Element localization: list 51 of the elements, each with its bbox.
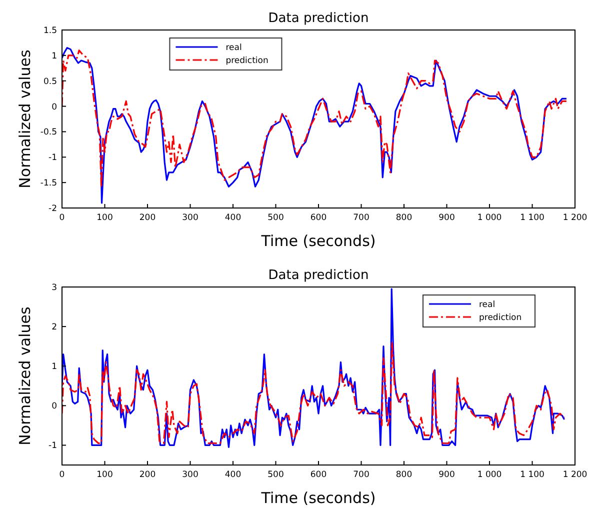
legend-label: prediction [479, 313, 522, 323]
y-axis-title: Normalized values [16, 306, 34, 446]
y-tick-label: -2 [48, 204, 57, 214]
y-tick-label: -1 [48, 441, 57, 452]
y-tick-label: 2 [52, 322, 57, 333]
x-tick-label: 400 [224, 213, 242, 223]
y-tick-label: -0.5 [40, 128, 57, 138]
legend-label: real [226, 43, 242, 53]
x-tick-label: 900 [438, 213, 455, 223]
line-series [62, 288, 566, 448]
x-tick-label: 200 [139, 213, 156, 223]
line-series [62, 342, 566, 444]
y-tick-label: -1.5 [40, 178, 57, 189]
y-tick-label: 1.5 [43, 26, 57, 36]
y-tick-label: 0 [52, 402, 57, 412]
y-tick-label: -1 [48, 153, 57, 164]
x-tick-label: 300 [182, 213, 198, 223]
y-tick-label: 1 [52, 362, 57, 372]
x-tick-label: 600 [310, 213, 327, 223]
y-tick-label: 3 [52, 283, 57, 293]
y-tick-label: 1 [52, 51, 57, 62]
x-axis-title: Time (seconds) [260, 489, 376, 507]
x-tick-label: 500 [268, 213, 284, 223]
x-tick-label: 100 [96, 213, 113, 223]
x-tick-label: 100 [96, 470, 113, 480]
x-axis-title: Time (seconds) [260, 232, 376, 250]
x-tick-label: 700 [353, 213, 370, 223]
chart-title: Data prediction [268, 268, 369, 283]
x-tick-label: 1 200 [562, 213, 588, 223]
x-tick-label: 600 [310, 470, 327, 480]
x-tick-label: 300 [182, 470, 198, 480]
x-tick-label: 0 [59, 213, 65, 223]
y-tick-label: 0 [52, 102, 57, 112]
x-tick-label: 500 [268, 470, 284, 480]
x-tick-label: 0 [59, 470, 65, 480]
chart-title: Data prediction [268, 11, 369, 26]
legend-label: prediction [226, 56, 268, 66]
x-tick-label: 1 100 [520, 470, 544, 480]
x-tick-label: 800 [396, 470, 412, 480]
x-tick-label: 800 [396, 213, 412, 223]
x-tick-label: 1 000 [477, 470, 502, 480]
y-axis-title: Normalized values [16, 50, 34, 188]
x-tick-label: 700 [353, 470, 370, 480]
x-tick-label: 200 [139, 470, 156, 480]
y-tick-label: 0.5 [43, 76, 57, 87]
x-tick-label: 1 100 [520, 213, 544, 223]
x-tick-label: 900 [438, 470, 455, 480]
x-tick-label: 400 [224, 470, 242, 480]
x-tick-label: 1 000 [477, 213, 502, 223]
x-tick-label: 1 200 [562, 470, 588, 480]
legend-label: real [479, 300, 496, 310]
